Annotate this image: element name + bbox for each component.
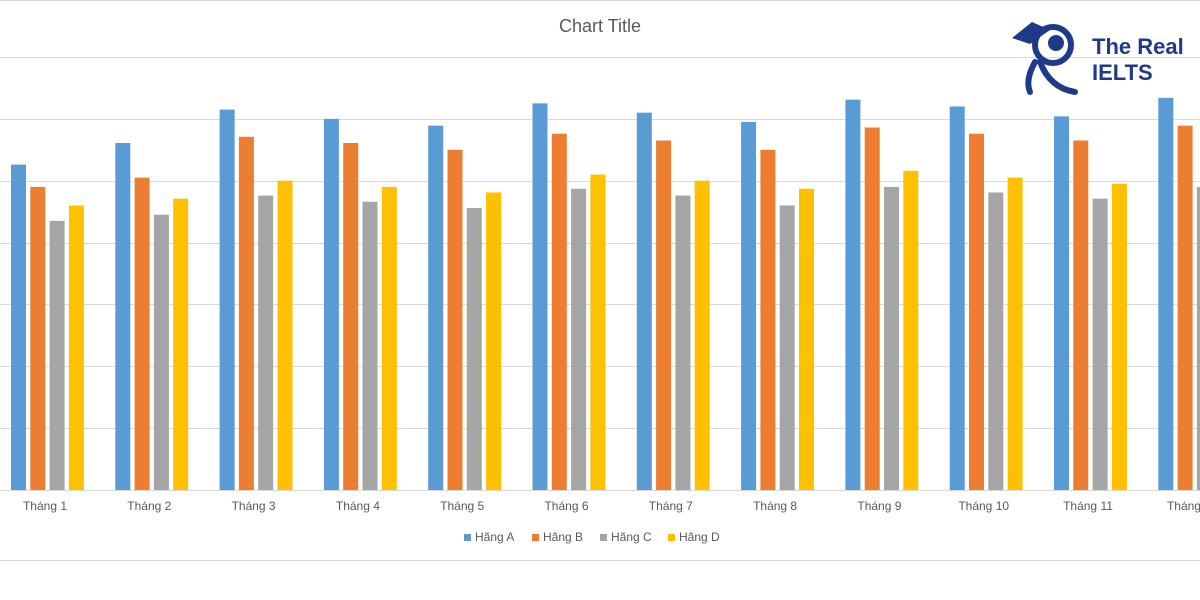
legend-swatch — [464, 534, 471, 541]
legend-swatch — [668, 534, 675, 541]
bar — [656, 140, 672, 490]
x-tick-label: Tháng 3 — [232, 499, 276, 513]
legend-label: Hãng A — [475, 530, 514, 544]
logo-text: IELTS — [1092, 60, 1153, 85]
x-tick-label: Tháng 1 — [23, 499, 67, 513]
bar — [779, 205, 795, 490]
bar — [1177, 125, 1193, 490]
bar — [258, 195, 274, 490]
bar — [988, 192, 1004, 490]
bar — [949, 106, 965, 490]
bar — [428, 125, 444, 490]
bar — [447, 149, 463, 491]
bar — [969, 133, 984, 490]
bar — [11, 164, 26, 491]
bar — [884, 186, 899, 490]
bar — [675, 195, 691, 490]
bar — [571, 188, 587, 490]
bar — [636, 112, 652, 491]
logo-text: The Real — [1092, 34, 1184, 59]
bar — [1073, 140, 1089, 490]
x-tick-label: Tháng 9 — [857, 499, 901, 513]
bar — [1007, 177, 1023, 490]
legend-swatch — [532, 534, 539, 541]
bar — [277, 180, 293, 490]
x-tick-label: Tháng 12 — [1167, 499, 1200, 513]
logo-icon — [1025, 59, 1078, 95]
bar — [323, 118, 339, 490]
bar — [381, 186, 397, 490]
bar — [173, 198, 189, 490]
x-tick-label: Tháng 10 — [958, 499, 1009, 513]
x-tick-label: Tháng 11 — [1063, 499, 1113, 513]
bar — [49, 220, 65, 490]
bar — [1196, 186, 1200, 490]
legend-label: Hãng C — [611, 530, 652, 544]
legend-swatch — [600, 534, 607, 541]
bar — [466, 207, 482, 490]
legend-label: Hãng D — [679, 530, 720, 544]
bar — [238, 136, 254, 490]
bar — [1111, 183, 1127, 491]
bar — [343, 142, 359, 490]
bar — [741, 121, 757, 490]
x-tick-label: Tháng 8 — [753, 499, 797, 513]
bar — [845, 99, 861, 490]
chart-title: Chart Title — [559, 16, 641, 36]
bar — [1054, 116, 1069, 490]
bar — [1092, 198, 1108, 490]
bar — [1158, 97, 1174, 490]
bar — [799, 188, 814, 490]
x-tick-label: Tháng 7 — [649, 499, 693, 513]
bar — [153, 214, 169, 490]
bar — [115, 142, 131, 490]
logo-icon — [1048, 35, 1064, 51]
bar — [551, 133, 567, 490]
bar — [864, 127, 880, 490]
bar — [694, 180, 710, 490]
bar — [68, 205, 84, 490]
x-tick-label: Tháng 4 — [336, 499, 380, 513]
x-tick-label: Tháng 2 — [127, 499, 171, 513]
bar — [760, 149, 776, 491]
bar — [532, 103, 548, 491]
x-tick-label: Tháng 5 — [440, 499, 484, 513]
bar — [486, 192, 502, 490]
legend-label: Hãng B — [543, 530, 583, 544]
logo: The Real IELTS — [1012, 22, 1184, 95]
bar — [134, 177, 150, 490]
bar — [903, 170, 919, 490]
logo-icon — [1012, 22, 1050, 44]
bar — [590, 174, 606, 490]
x-tick-label: Tháng 6 — [544, 499, 588, 513]
logo-icon — [1032, 24, 1074, 66]
bar — [219, 109, 235, 490]
bar — [362, 201, 378, 490]
bar — [30, 186, 46, 490]
